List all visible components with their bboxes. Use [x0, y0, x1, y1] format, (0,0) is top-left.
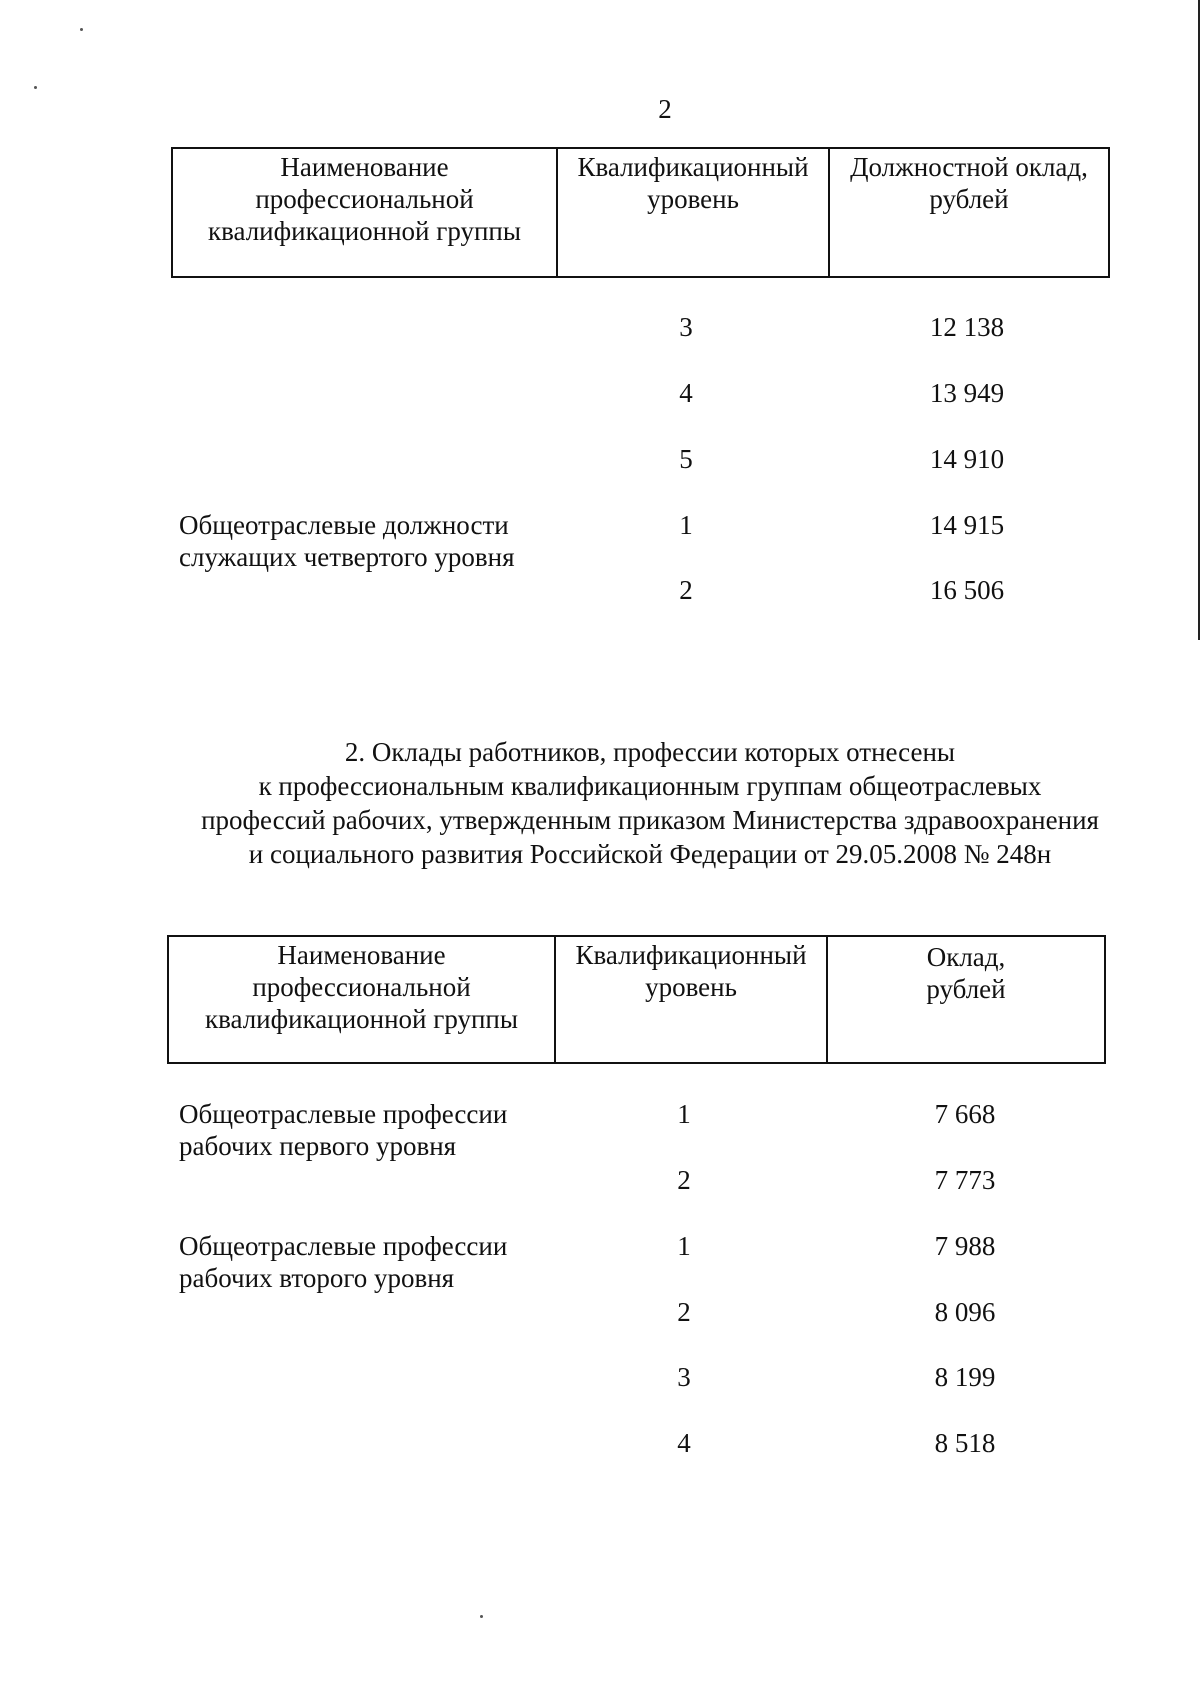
table2-level: 4 — [677, 1428, 691, 1458]
page-number: 2 — [658, 94, 672, 124]
table1-level: 3 — [679, 312, 693, 342]
table1-salary: 14 910 — [929, 444, 1005, 474]
table2-salary: 7 773 — [934, 1165, 996, 1195]
table2-header-salary: Оклад, рублей — [826, 935, 1106, 1064]
table2-level: 2 — [677, 1165, 691, 1195]
table2-header-salary-text: Оклад, рублей — [926, 942, 1006, 1004]
table1-level: 1 — [679, 510, 693, 540]
table1-header-group: Наименование профессиональной квалификац… — [171, 147, 558, 278]
table2-salary: 8 199 — [934, 1362, 996, 1392]
table2-level: 1 — [677, 1231, 691, 1261]
table2-header: Наименование профессиональной квалификац… — [167, 935, 1106, 1064]
table1-header-level: Квалификационный уровень — [556, 147, 830, 278]
table2-header-level: Квалификационный уровень — [554, 935, 828, 1064]
table1-salary: 12 138 — [929, 312, 1005, 342]
scan-edge — [1198, 0, 1200, 640]
scan-speck — [480, 1615, 483, 1618]
heading-line: к профессиональным квалификационным груп… — [258, 771, 1042, 801]
table2-level: 2 — [677, 1297, 691, 1327]
table2-salary: 8 096 — [934, 1297, 996, 1327]
table1-level: 2 — [679, 575, 693, 605]
table2-group: Общеотраслевые профессии рабочих второго… — [179, 1231, 508, 1293]
heading-line: и социального развития Российской Федера… — [248, 839, 1052, 869]
table2-header-group: Наименование профессиональной квалификац… — [167, 935, 556, 1064]
table2-level: 1 — [677, 1099, 691, 1129]
table2-group: Общеотраслевые профессии рабочих первого… — [179, 1099, 508, 1161]
heading-line: профессий рабочих, утвержденным приказом… — [201, 805, 1099, 835]
table1-salary: 16 506 — [929, 575, 1005, 605]
table1-salary: 14 915 — [929, 510, 1005, 540]
table2-salary: 7 668 — [934, 1099, 996, 1129]
table2-salary: 7 988 — [934, 1231, 996, 1261]
table1-header-salary: Должностной оклад, рублей — [828, 147, 1110, 278]
scan-speck — [34, 86, 37, 89]
table2-level: 3 — [677, 1362, 691, 1392]
table1-level: 5 — [679, 444, 693, 474]
table2-salary: 8 518 — [934, 1428, 996, 1458]
heading-line: 2. Оклады работников, профессии которых … — [344, 737, 956, 767]
table1-salary: 13 949 — [929, 378, 1005, 408]
table1-group: Общеотраслевые должности служащих четвер… — [179, 510, 515, 572]
table1-header: Наименование профессиональной квалификац… — [171, 147, 1110, 278]
table1-level: 4 — [679, 378, 693, 408]
section2-heading: 2. Оклады работников, профессии которых … — [150, 735, 1150, 871]
scan-speck — [80, 28, 83, 31]
